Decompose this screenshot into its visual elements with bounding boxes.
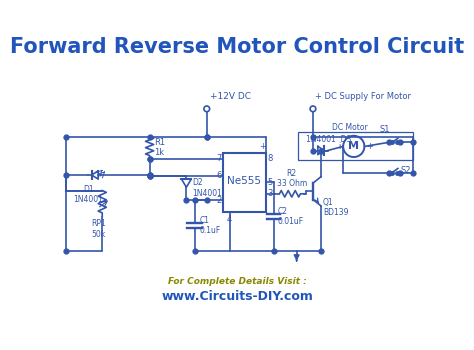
Text: D1
1N4001: D1 1N4001: [73, 185, 103, 204]
Text: R1
1k: R1 1k: [155, 138, 165, 158]
Text: 1N4001  D3: 1N4001 D3: [306, 135, 352, 144]
Text: Q1
BD139: Q1 BD139: [323, 198, 348, 217]
Text: M: M: [348, 141, 359, 152]
Text: D2
1N4001: D2 1N4001: [192, 178, 222, 198]
Text: +: +: [259, 142, 266, 151]
Text: 6: 6: [216, 171, 221, 180]
Text: R2
33 Ohm: R2 33 Ohm: [277, 169, 307, 188]
Text: Ne555: Ne555: [228, 176, 261, 186]
Text: For Complete Details Visit :: For Complete Details Visit :: [168, 278, 306, 287]
Text: C1
0.1uF: C1 0.1uF: [200, 216, 221, 235]
Text: C2
0.01uF: C2 0.01uF: [278, 207, 304, 226]
Text: +: +: [366, 142, 373, 151]
Text: 3: 3: [267, 189, 273, 198]
Text: 8: 8: [267, 154, 273, 163]
Text: 7: 7: [216, 154, 221, 163]
Text: i: i: [339, 142, 341, 151]
Text: DC Motor: DC Motor: [332, 123, 367, 132]
Text: S1: S1: [380, 125, 390, 134]
Text: www.Circuits-DIY.com: www.Circuits-DIY.com: [161, 290, 313, 303]
Bar: [298, 132, 413, 160]
Text: Forward Reverse Motor Control Circuit: Forward Reverse Motor Control Circuit: [10, 37, 464, 57]
Text: 4: 4: [227, 215, 232, 224]
Text: RP1
50k: RP1 50k: [91, 219, 106, 238]
Text: S2: S2: [401, 166, 411, 175]
Text: 5: 5: [267, 178, 273, 187]
Text: +12V DC: +12V DC: [210, 92, 251, 101]
Bar: [223, 153, 265, 212]
Text: + DC Supply For Motor: + DC Supply For Motor: [315, 92, 411, 101]
Text: 2: 2: [216, 196, 221, 205]
